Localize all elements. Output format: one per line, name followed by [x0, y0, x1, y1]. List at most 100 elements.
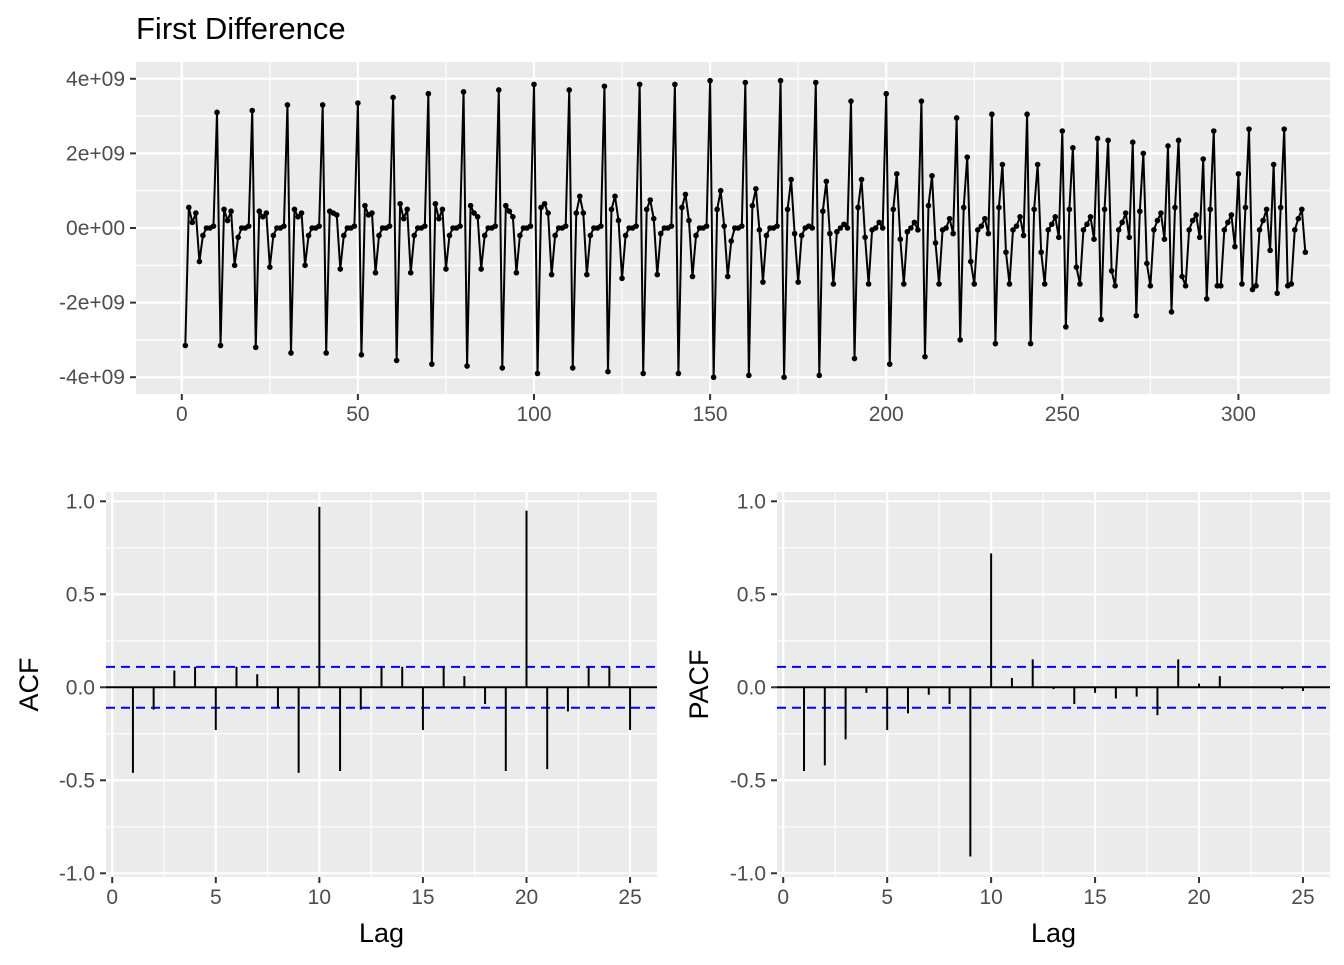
- data-point: [1179, 273, 1185, 280]
- data-point: [841, 221, 847, 228]
- data-point: [214, 109, 220, 116]
- data-point: [210, 223, 217, 229]
- data-point: [1189, 217, 1196, 224]
- data-point: [1291, 227, 1298, 233]
- data-point: [411, 232, 418, 239]
- data-point: [721, 223, 727, 229]
- data-point: [284, 102, 291, 108]
- data-point: [978, 223, 985, 229]
- data-point: [960, 204, 967, 211]
- data-point: [996, 204, 1002, 211]
- data-point: [1242, 204, 1249, 211]
- data-point: [580, 210, 587, 216]
- data-point: [855, 204, 861, 211]
- data-point: [1013, 223, 1020, 229]
- data-point: [1140, 150, 1147, 157]
- data-point: [446, 232, 453, 239]
- data-point: [432, 200, 439, 207]
- data-point: [746, 372, 752, 379]
- data-point: [376, 232, 382, 239]
- x-tick-label: 25: [1291, 886, 1314, 909]
- data-point: [763, 232, 770, 239]
- data-point: [1066, 206, 1073, 213]
- data-point: [337, 266, 344, 272]
- x-tick-label: 20: [1187, 886, 1210, 909]
- data-point: [1119, 219, 1125, 226]
- x-tick-label: 15: [411, 886, 434, 909]
- data-point: [1052, 214, 1059, 220]
- data-point: [693, 232, 699, 239]
- data-point: [1056, 234, 1062, 241]
- data-point: [883, 90, 890, 97]
- data-point: [552, 232, 558, 239]
- data-point: [358, 352, 365, 358]
- x-axis-label: Lag: [359, 918, 404, 948]
- x-tick-label: 15: [1083, 886, 1106, 909]
- x-tick-label: 0: [777, 886, 789, 909]
- data-point: [1168, 309, 1175, 315]
- data-point: [1186, 227, 1192, 233]
- data-point: [756, 227, 763, 233]
- data-point: [1084, 221, 1090, 228]
- data-point: [1010, 227, 1016, 233]
- y-tick-label: -2e+09: [59, 292, 125, 315]
- data-point: [291, 206, 298, 213]
- data-point: [1158, 210, 1164, 216]
- x-tick-label: 5: [881, 886, 893, 909]
- data-point: [886, 361, 893, 367]
- data-point: [267, 264, 273, 270]
- data-point: [474, 214, 481, 220]
- data-point: [809, 225, 816, 231]
- data-point: [573, 210, 580, 216]
- y-tick-label: 0.0: [66, 676, 95, 699]
- data-point: [1059, 128, 1066, 134]
- data-point: [1225, 219, 1231, 226]
- x-tick-label: 25: [618, 886, 641, 909]
- data-point: [499, 365, 506, 371]
- data-point: [781, 374, 787, 381]
- data-point: [256, 208, 263, 215]
- x-tick-label: 10: [308, 886, 331, 909]
- data-point: [788, 176, 794, 183]
- data-point: [369, 210, 375, 216]
- data-point: [714, 206, 720, 213]
- data-point: [999, 161, 1006, 168]
- data-point: [636, 81, 643, 88]
- data-point: [351, 223, 358, 229]
- y-tick-label: 2e+09: [66, 142, 125, 165]
- data-point: [650, 215, 657, 222]
- data-point: [436, 215, 442, 222]
- data-point: [777, 77, 784, 84]
- data-point: [605, 368, 611, 375]
- data-point: [1101, 206, 1108, 213]
- data-point: [1006, 281, 1013, 287]
- data-point: [478, 266, 484, 272]
- plot-panel-background: [777, 492, 1330, 877]
- data-point: [224, 217, 231, 224]
- data-point: [1200, 156, 1206, 162]
- data-point: [425, 90, 432, 97]
- data-point: [492, 223, 499, 229]
- data-point: [422, 223, 428, 229]
- data-point: [992, 340, 999, 347]
- data-point: [1161, 236, 1168, 242]
- data-point: [679, 204, 685, 211]
- data-point: [1239, 281, 1245, 287]
- data-point: [1246, 126, 1252, 132]
- data-point: [298, 210, 305, 216]
- x-tick-label: 250: [1045, 403, 1080, 426]
- data-point: [728, 238, 735, 244]
- data-point: [355, 100, 361, 106]
- data-point: [820, 208, 826, 215]
- data-point: [753, 186, 759, 192]
- data-point: [598, 223, 604, 229]
- data-point: [538, 204, 544, 211]
- data-point: [319, 102, 326, 108]
- data-point: [876, 219, 882, 226]
- x-tick-label: 50: [346, 403, 369, 426]
- data-point: [1094, 135, 1101, 142]
- data-point: [1165, 143, 1171, 149]
- y-axis-label: PACF: [684, 649, 714, 719]
- data-point: [890, 206, 897, 213]
- data-point: [879, 225, 886, 231]
